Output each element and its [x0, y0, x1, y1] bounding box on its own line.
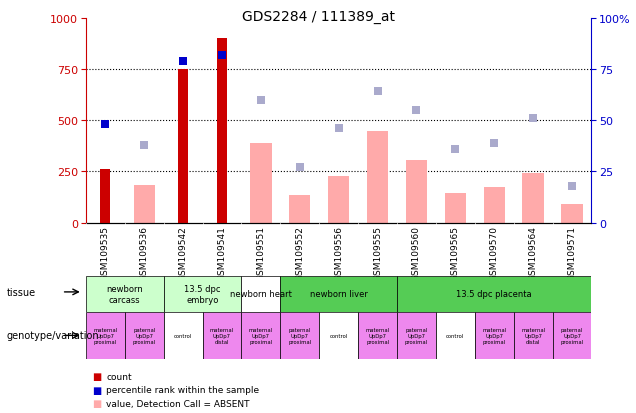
Bar [280, 277, 397, 312]
Bar [178, 70, 188, 223]
Text: ■: ■ [92, 385, 102, 395]
Text: GSM109564: GSM109564 [529, 225, 537, 280]
Bar [86, 277, 163, 312]
Text: count: count [106, 372, 132, 381]
Text: newborn
carcass: newborn carcass [106, 285, 143, 304]
Bar [445, 193, 466, 223]
Text: GSM109571: GSM109571 [567, 225, 576, 280]
Text: maternal
UpDp7
proximal: maternal UpDp7 proximal [366, 327, 390, 344]
Text: maternal
UpDp7
proximal: maternal UpDp7 proximal [249, 327, 273, 344]
Text: tissue: tissue [6, 287, 36, 297]
Bar [86, 312, 125, 359]
Text: GSM109560: GSM109560 [412, 225, 421, 280]
Text: GSM109552: GSM109552 [295, 225, 304, 280]
Text: GSM109536: GSM109536 [140, 225, 149, 280]
Bar [406, 161, 427, 223]
Text: GSM109542: GSM109542 [179, 225, 188, 280]
Bar [134, 185, 155, 223]
Bar [514, 312, 553, 359]
Bar [475, 312, 514, 359]
Text: ■: ■ [92, 412, 102, 413]
Text: paternal
UpDp7
proximal: paternal UpDp7 proximal [288, 327, 312, 344]
Text: GSM109535: GSM109535 [101, 225, 110, 280]
Bar [553, 312, 591, 359]
Bar [436, 312, 475, 359]
Bar [522, 174, 544, 223]
Text: maternal
UpDp7
proximal: maternal UpDp7 proximal [482, 327, 506, 344]
Bar [242, 312, 280, 359]
Bar [328, 177, 349, 223]
Bar [397, 312, 436, 359]
Text: 13.5 dpc placenta: 13.5 dpc placenta [457, 290, 532, 299]
Bar [358, 312, 397, 359]
Text: GSM109555: GSM109555 [373, 225, 382, 280]
Bar [562, 204, 583, 223]
Text: control: control [174, 333, 192, 338]
Bar [289, 195, 310, 223]
Bar [250, 143, 272, 223]
Text: 13.5 dpc
embryo: 13.5 dpc embryo [184, 285, 221, 304]
Bar [163, 277, 242, 312]
Bar [319, 312, 358, 359]
Bar [397, 277, 591, 312]
Text: newborn heart: newborn heart [230, 290, 292, 299]
Text: paternal
UpDp7
proximal: paternal UpDp7 proximal [560, 327, 584, 344]
Bar [483, 187, 505, 223]
Text: GSM109551: GSM109551 [256, 225, 265, 280]
Text: ■: ■ [92, 399, 102, 408]
Text: maternal
UpDp7
proximal: maternal UpDp7 proximal [93, 327, 118, 344]
Text: GSM109565: GSM109565 [451, 225, 460, 280]
Bar [163, 312, 202, 359]
Text: control: control [446, 333, 464, 338]
Bar [367, 132, 388, 223]
Text: GSM109541: GSM109541 [218, 225, 226, 280]
Bar [125, 312, 163, 359]
Bar [280, 312, 319, 359]
Text: GSM109556: GSM109556 [334, 225, 343, 280]
Text: control: control [329, 333, 348, 338]
Text: maternal
UpDp7
distal: maternal UpDp7 distal [521, 327, 545, 344]
Text: paternal
UpDp7
proximal: paternal UpDp7 proximal [133, 327, 156, 344]
Bar [242, 277, 280, 312]
Text: GSM109570: GSM109570 [490, 225, 499, 280]
Text: GDS2284 / 111389_at: GDS2284 / 111389_at [242, 10, 394, 24]
Text: maternal
UpDp7
distal: maternal UpDp7 distal [210, 327, 234, 344]
Bar [202, 312, 242, 359]
Text: percentile rank within the sample: percentile rank within the sample [106, 385, 259, 394]
Bar [217, 39, 227, 223]
Text: paternal
UpDp7
proximal: paternal UpDp7 proximal [405, 327, 428, 344]
Text: genotype/variation: genotype/variation [6, 330, 99, 341]
Text: newborn liver: newborn liver [310, 290, 368, 299]
Bar [100, 170, 110, 223]
Text: value, Detection Call = ABSENT: value, Detection Call = ABSENT [106, 399, 250, 408]
Text: ■: ■ [92, 371, 102, 381]
